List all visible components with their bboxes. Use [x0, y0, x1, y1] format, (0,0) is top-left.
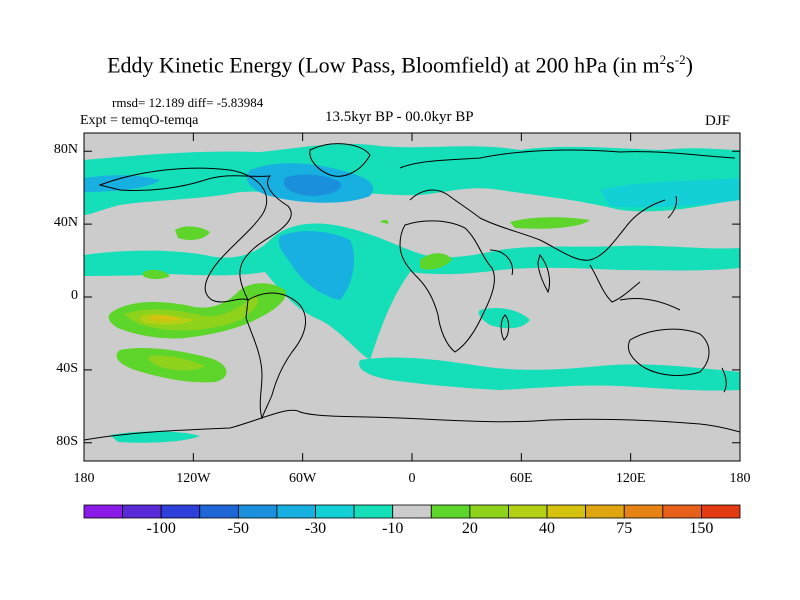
tick-marks [83, 133, 741, 461]
colorbar-swatch [546, 504, 587, 519]
colorbar-swatch [237, 504, 278, 519]
x-tick-label: 120E [615, 471, 646, 486]
coast-new-zealand [721, 367, 727, 393]
colorbar [83, 504, 741, 519]
contour-arctic-band [84, 143, 740, 215]
coast-southeast-asia [589, 264, 681, 311]
colorbar-swatch [122, 504, 162, 519]
contour-pacific-gold [150, 315, 180, 322]
contour-south-pacific-yellowgreen [148, 355, 205, 371]
contour-pacific-green-blob [143, 269, 170, 279]
colorbar-label: 20 [461, 520, 478, 537]
colorbar-swatch [315, 504, 355, 519]
coast-australia [627, 328, 710, 376]
x-tick-label: 0 [408, 471, 416, 486]
y-tick-label: 40S [56, 360, 78, 376]
colorbar-swatch [701, 504, 741, 519]
coast-arabia-india [489, 249, 551, 294]
colorbar-swatch [469, 504, 509, 519]
contour-north-pacific-blue [84, 175, 160, 192]
coast-north-america [98, 167, 292, 303]
colorbar-label: 75 [616, 520, 633, 537]
contour-layer [84, 143, 740, 443]
y-tick-label: 40N [53, 215, 78, 231]
colorbar-swatch [623, 504, 664, 519]
colorbar-swatch [199, 504, 239, 519]
x-tick-label: 60W [289, 471, 317, 486]
coast-south-america [245, 292, 307, 420]
coast-greenland [309, 143, 371, 177]
experiment-label: Expt = temqO-temqa [80, 113, 199, 128]
period-label: 13.5kyr BP - 00.0kyr BP [325, 109, 474, 125]
x-tick-label: 60E [510, 471, 533, 486]
colorbar-swatch [662, 504, 702, 519]
contour-north-atlantic-core [283, 174, 341, 196]
contour-southern-band [359, 357, 740, 391]
colorbar-label: -50 [227, 520, 250, 537]
colorbar-swatch [276, 504, 316, 519]
coast-africa [399, 220, 495, 353]
contour-north-subtropic-band [84, 223, 740, 360]
contour-asia-green-blob [510, 217, 590, 229]
colorbar-swatch [353, 504, 394, 519]
y-tick-label: 80N [53, 142, 78, 158]
colorbar-swatch [585, 504, 625, 519]
colorbar-swatch [83, 504, 123, 519]
colorbar-label: 150 [689, 520, 714, 537]
contour-mid-green-blob [380, 219, 389, 224]
contour-indian-ocean-cyan [478, 308, 530, 329]
x-tick-label: 180 [73, 471, 95, 486]
contour-na-green-blob [175, 226, 210, 240]
y-tick-label: 80S [56, 433, 78, 449]
coast-europe-asia [399, 149, 736, 261]
coast-japan [667, 195, 677, 219]
contour-west-pacific-cyan [600, 178, 740, 208]
coast-antarctica [84, 409, 740, 441]
colorbar-label: -10 [382, 520, 404, 537]
coast-madagascar [500, 314, 510, 341]
colorbar-label: -100 [146, 520, 176, 537]
chart-title: Eddy Kinetic Energy (Low Pass, Bloomfiel… [107, 52, 693, 78]
y-tick-label: 0 [71, 288, 78, 303]
x-tick-label: 180 [729, 471, 751, 486]
rmsd-diff-label: rmsd= 12.189 diff= -5.83984 [112, 95, 264, 110]
colorbar-swatch [160, 504, 201, 519]
x-tick-label: 120W [176, 471, 211, 486]
coastline-layer [84, 143, 740, 441]
contour-atlantic-green-blob [420, 253, 452, 270]
colorbar-label: 40 [539, 520, 556, 537]
contour-south-ring [110, 431, 200, 443]
colorbar-label: -30 [304, 520, 327, 537]
contour-atlantic-blue [278, 231, 355, 300]
colorbar-swatch [508, 504, 548, 519]
colorbar-swatch [430, 504, 471, 519]
colorbar-swatch [392, 504, 432, 519]
season-label: DJF [705, 113, 731, 129]
